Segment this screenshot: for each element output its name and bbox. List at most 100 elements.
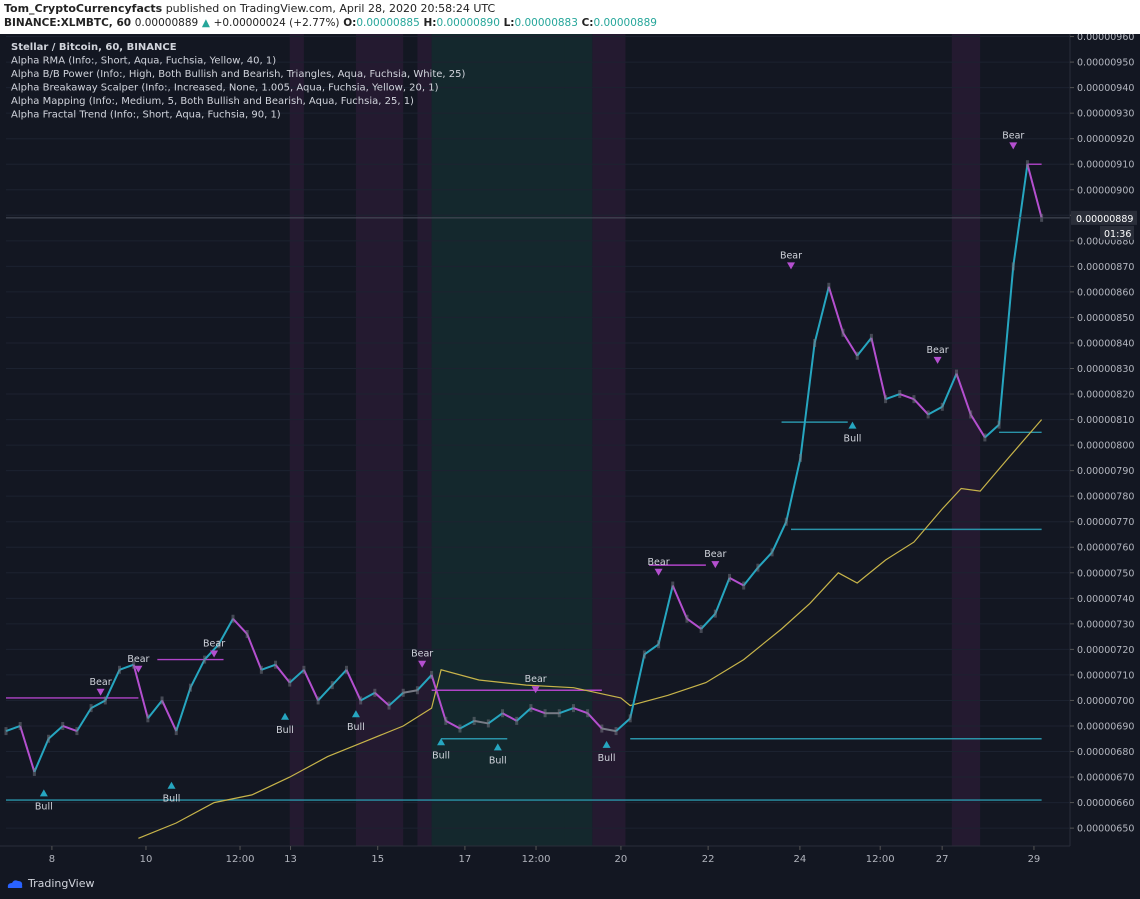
publish-info: Tom_CryptoCurrencyfacts published on Tra… <box>4 2 495 15</box>
price-segment <box>5 725 21 733</box>
price-point <box>160 696 164 705</box>
price-point <box>713 609 717 618</box>
price-segment <box>813 286 830 344</box>
price-segment <box>955 373 972 415</box>
price-segment <box>885 393 901 401</box>
price-segment <box>742 567 759 587</box>
price-segment <box>430 674 447 722</box>
price-chart[interactable]: Bull Bull Bull Bull Bull Bull Bull Bull Bear Bear… <box>0 34 1140 870</box>
indicator-legend: Stellar / Bitcoin, 60, BINANCE Alpha RMA … <box>11 42 465 121</box>
bull-triangle-icon <box>602 740 611 748</box>
open-label: O: <box>343 17 357 29</box>
price-segment <box>217 618 234 645</box>
x-tick-label: 12:00 <box>866 854 895 865</box>
price-segment <box>842 332 859 357</box>
price-point <box>600 724 604 733</box>
price-segment <box>289 669 305 684</box>
indicator-legend-item[interactable]: Alpha Mapping (Info:, Medium, 5, Both Bu… <box>11 96 414 107</box>
signals: Bull Bull Bull Bull Bull Bull Bull Bull Bear Bear… <box>35 130 1024 812</box>
y-tick-label: 0.00000660 <box>1077 798 1134 809</box>
y-tick-label: 0.00000930 <box>1077 109 1134 120</box>
price-point <box>813 338 817 347</box>
price-point <box>1025 160 1029 169</box>
series-title[interactable]: Stellar / Bitcoin, 60, BINANCE <box>11 42 177 53</box>
price-segment <box>1026 163 1043 219</box>
price-point <box>642 650 646 659</box>
price-segment <box>998 266 1015 425</box>
indicator-legend-item[interactable]: Alpha B/B Power (Info:, High, Both Bulli… <box>11 69 465 80</box>
price-point <box>103 696 107 705</box>
price-point <box>756 563 760 572</box>
price-segment <box>502 712 518 722</box>
session-band <box>564 34 593 846</box>
publish-header: Tom_CryptoCurrencyfacts published on Tra… <box>0 0 1140 34</box>
price-segment <box>261 663 276 671</box>
price-segment <box>643 643 660 656</box>
y-tick-label: 0.00000940 <box>1077 83 1134 94</box>
price-point <box>529 704 533 713</box>
indicator-legend-item[interactable]: Alpha Breakaway Scalper (Info:, Increase… <box>11 83 439 94</box>
bull-triangle-icon <box>848 421 857 429</box>
price-segment <box>62 725 78 733</box>
price-segment <box>331 669 348 686</box>
x-tick-label: 12:00 <box>226 854 255 865</box>
session-band <box>355 34 404 846</box>
author-name[interactable]: Tom_CryptoCurrencyfacts <box>4 2 163 15</box>
price-segment <box>827 286 844 334</box>
bull-triangle-icon <box>437 738 446 746</box>
price-axis[interactable]: 0.00000960 0.00000950 0.00000940 0.00000930… <box>1069 34 1140 846</box>
price-point <box>571 704 575 713</box>
price-point <box>983 433 987 442</box>
price-point <box>486 719 490 728</box>
footer-bar: TradingView <box>0 870 1140 899</box>
price-point <box>969 410 973 419</box>
price-point <box>316 696 320 705</box>
symbol-label[interactable]: BINANCE:XLMBTC, 60 <box>4 17 132 29</box>
bear-triangle-icon <box>96 688 105 696</box>
price-point <box>798 453 802 462</box>
bull-label: Bull <box>276 725 294 736</box>
bear-triangle-icon <box>134 665 143 673</box>
bear-triangle-icon <box>1009 142 1018 150</box>
price-segment <box>516 707 532 722</box>
x-tick-label: 8 <box>49 854 55 865</box>
price-point <box>330 681 334 690</box>
price-segment <box>487 712 504 725</box>
price-point <box>217 640 221 649</box>
y-tick-label: 0.00000750 <box>1077 568 1134 579</box>
price-segment <box>374 692 390 707</box>
price-point <box>501 709 505 718</box>
x-tick-label: 12:00 <box>522 854 551 865</box>
price-segment <box>147 699 163 719</box>
bear-label: Bear <box>203 638 225 649</box>
price-segment <box>984 423 1000 439</box>
fractal-trend-line <box>138 419 1043 839</box>
price-segment <box>714 577 731 615</box>
x-tick-label: 17 <box>459 854 472 865</box>
low-label: L: <box>503 17 515 29</box>
indicator-legend-item[interactable]: Alpha Fractal Trend (Info:, Short, Aqua,… <box>11 110 281 121</box>
y-tick-label: 0.00000720 <box>1077 645 1134 656</box>
price-segment <box>729 577 745 587</box>
y-tick-label: 0.00000800 <box>1077 441 1134 452</box>
price-point <box>926 410 930 419</box>
time-axis[interactable]: 8 10 12:00 13 15 17 12:00 20 22 24 12:00 27 29 <box>0 845 1140 870</box>
symbol-ohlc-line: BINANCE:XLMBTC, 60 0.00000889 ▲ +0.00000… <box>4 17 657 29</box>
bull-triangle-icon <box>167 781 176 789</box>
bear-label: Bear <box>648 557 670 568</box>
price-segment <box>317 684 334 702</box>
price-segment <box>90 699 106 709</box>
bear-label: Bear <box>780 250 802 261</box>
open-value: 0.00000885 <box>356 17 420 29</box>
price-segment <box>941 373 958 408</box>
indicator-legend-item[interactable]: Alpha RMA (Info:, Short, Aqua, Fuchsia, … <box>11 56 276 67</box>
price-segment <box>345 669 362 701</box>
price-point <box>699 624 703 633</box>
bear-label: Bear <box>90 677 112 688</box>
price-point <box>898 390 902 399</box>
price-segment <box>104 669 121 701</box>
tradingview-logo[interactable]: TradingView <box>6 877 94 890</box>
price-point <box>841 328 845 337</box>
price-point <box>940 402 944 411</box>
y-tick-label: 0.00000730 <box>1077 619 1134 630</box>
